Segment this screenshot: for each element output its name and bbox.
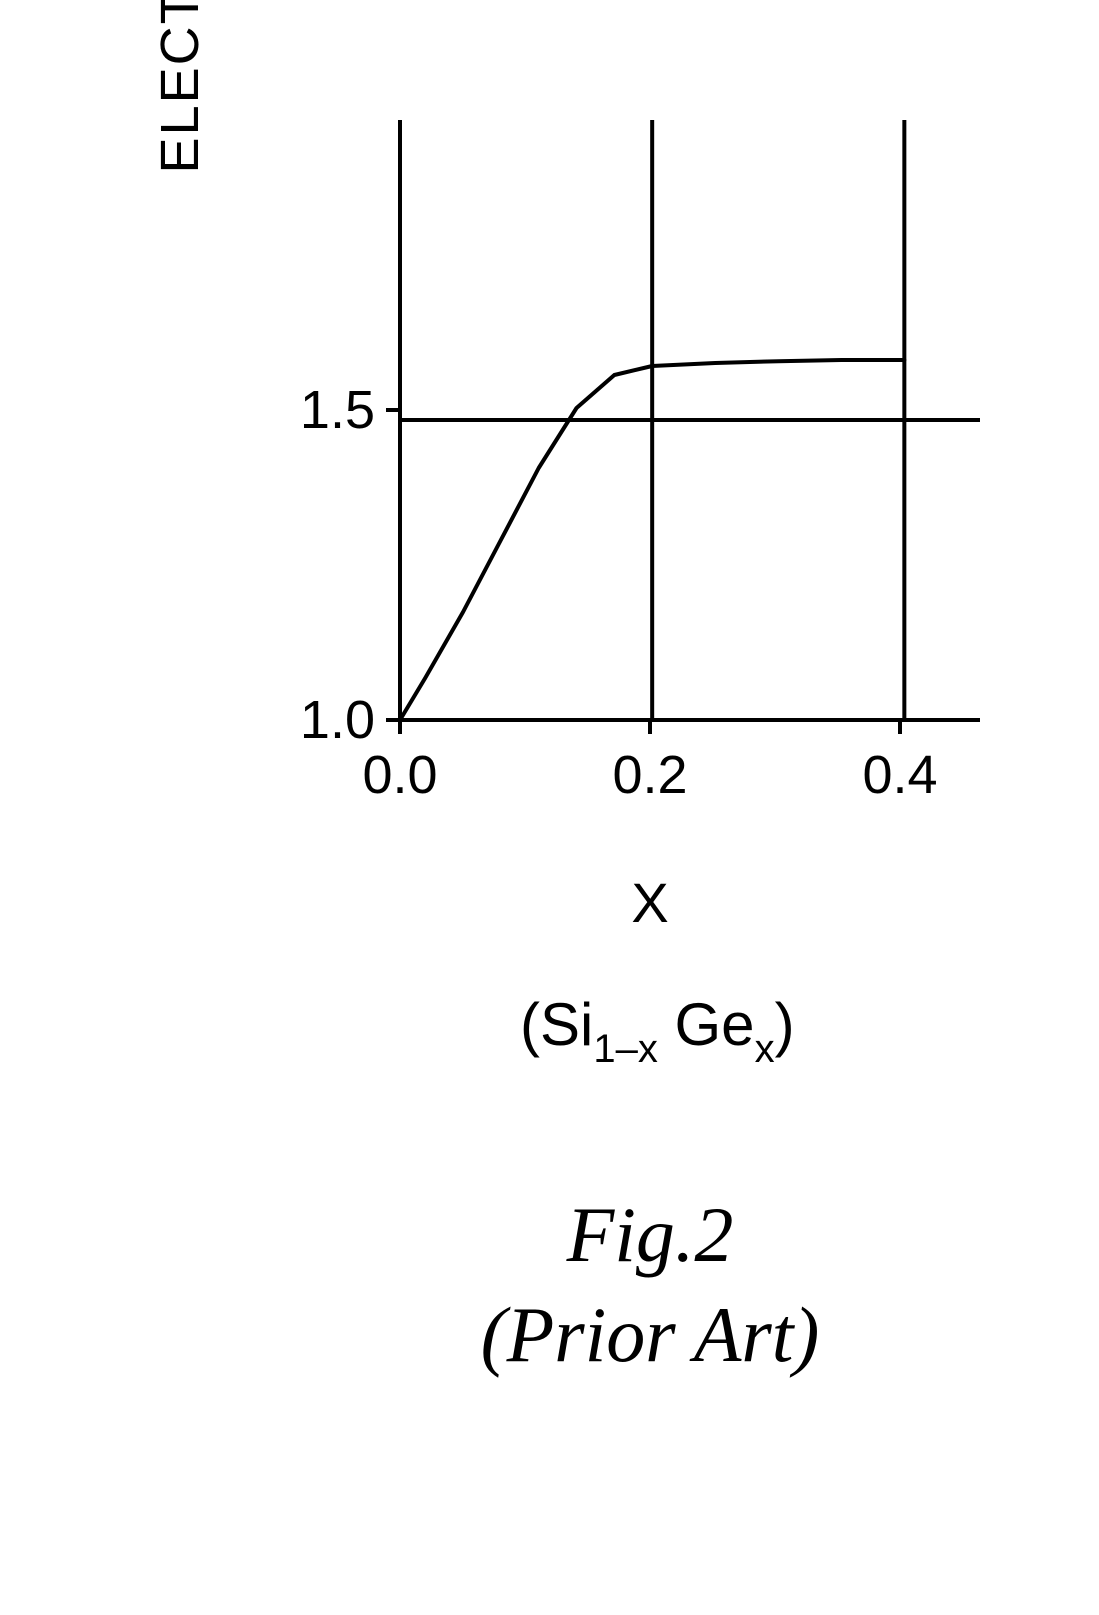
figure-container: ELECTRON MOBILITY 1.01.5 0.00.20.4 X (Si… <box>100 80 1000 800</box>
y-tick-label: 1.0 <box>300 689 375 751</box>
caption-line2: (Prior Art) <box>481 1290 820 1380</box>
x-tick-label: 0.4 <box>862 744 937 806</box>
y-axis-label: ELECTRON MOBILITY <box>149 0 211 173</box>
formula-sub2: x <box>755 1027 775 1071</box>
x-axis-label: X <box>631 870 668 935</box>
formula-prefix: (Si <box>520 991 593 1058</box>
caption-line1: Fig.2 <box>567 1190 734 1280</box>
formula-label: (Si1–x Gex) <box>520 990 795 1068</box>
x-tick-label: 0.2 <box>612 744 687 806</box>
y-tick-label: 1.5 <box>300 379 375 441</box>
chart-area: ELECTRON MOBILITY 1.01.5 0.00.20.4 X (Si… <box>220 80 1000 800</box>
x-tick-label: 0.0 <box>362 744 437 806</box>
formula-sub1: 1–x <box>593 1027 658 1071</box>
formula-mid: Ge <box>658 991 755 1058</box>
formula-suffix: ) <box>775 991 795 1058</box>
